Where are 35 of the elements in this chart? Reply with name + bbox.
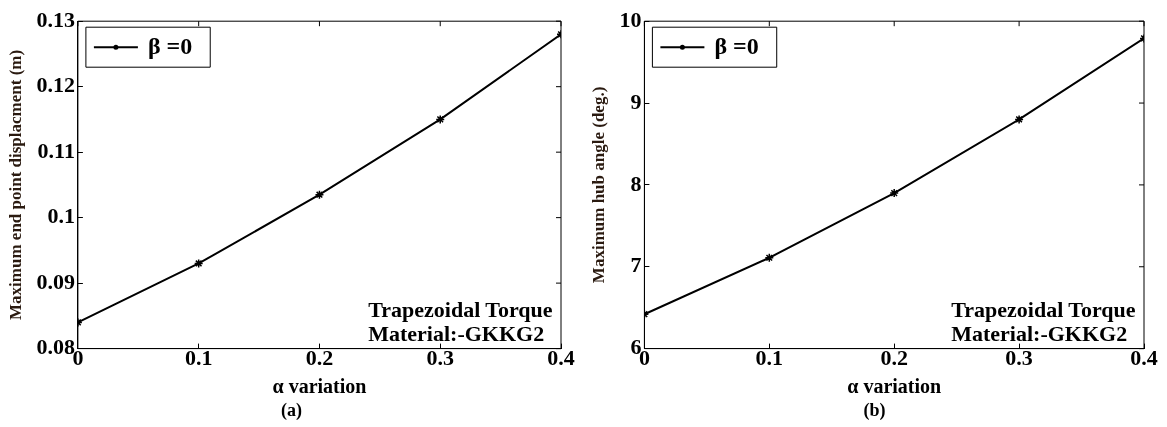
y-tick-label: 0.09	[36, 268, 75, 294]
x-tick-label: 0.3	[426, 345, 454, 371]
y-tick-label: 8	[630, 170, 642, 196]
annotation: Trapezoidal Torque	[951, 297, 1136, 323]
y-tick-label: 0.13	[36, 6, 75, 32]
annotation: Trapezoidal Torque	[368, 297, 553, 323]
x-tick-label: 0.4	[1130, 345, 1158, 371]
text: (b)	[862, 400, 887, 421]
x-tick-label: 0.2	[880, 345, 908, 371]
legend-label: β =0	[147, 33, 193, 60]
y-tick-label: 0.1	[47, 203, 75, 229]
point	[1014, 114, 1024, 125]
y-tick-label: 7	[630, 252, 642, 278]
text: (a)	[280, 400, 303, 421]
x-axis-title: α variation	[847, 375, 942, 398]
legend-label: β =0	[714, 33, 759, 60]
annotation: Material:-GKKG2	[951, 321, 1128, 347]
point	[435, 114, 445, 125]
y-tick-label: 9	[630, 88, 642, 114]
y-tick-label: 0.11	[37, 137, 75, 163]
x-tick-label: 0.2	[305, 345, 334, 371]
point	[889, 188, 899, 198]
x-tick-label: 0.1	[184, 345, 213, 371]
x-axis-title: α variation	[272, 375, 367, 398]
x-tick-label: 0.4	[547, 345, 575, 371]
point	[764, 253, 775, 263]
y-tick-label: 0.12	[36, 72, 75, 98]
point	[314, 189, 325, 200]
y-axis-title: Maximum end point displacment (m)	[5, 49, 25, 320]
x-tick-label: 0.3	[1005, 345, 1033, 371]
y-axis-title: Maximum hub angle (deg.)	[588, 86, 608, 284]
y-tick-label: 10	[619, 6, 642, 32]
point	[193, 258, 204, 269]
x-tick-label: 0.1	[755, 345, 784, 371]
annotation: Material:-GKKG2	[368, 321, 545, 347]
